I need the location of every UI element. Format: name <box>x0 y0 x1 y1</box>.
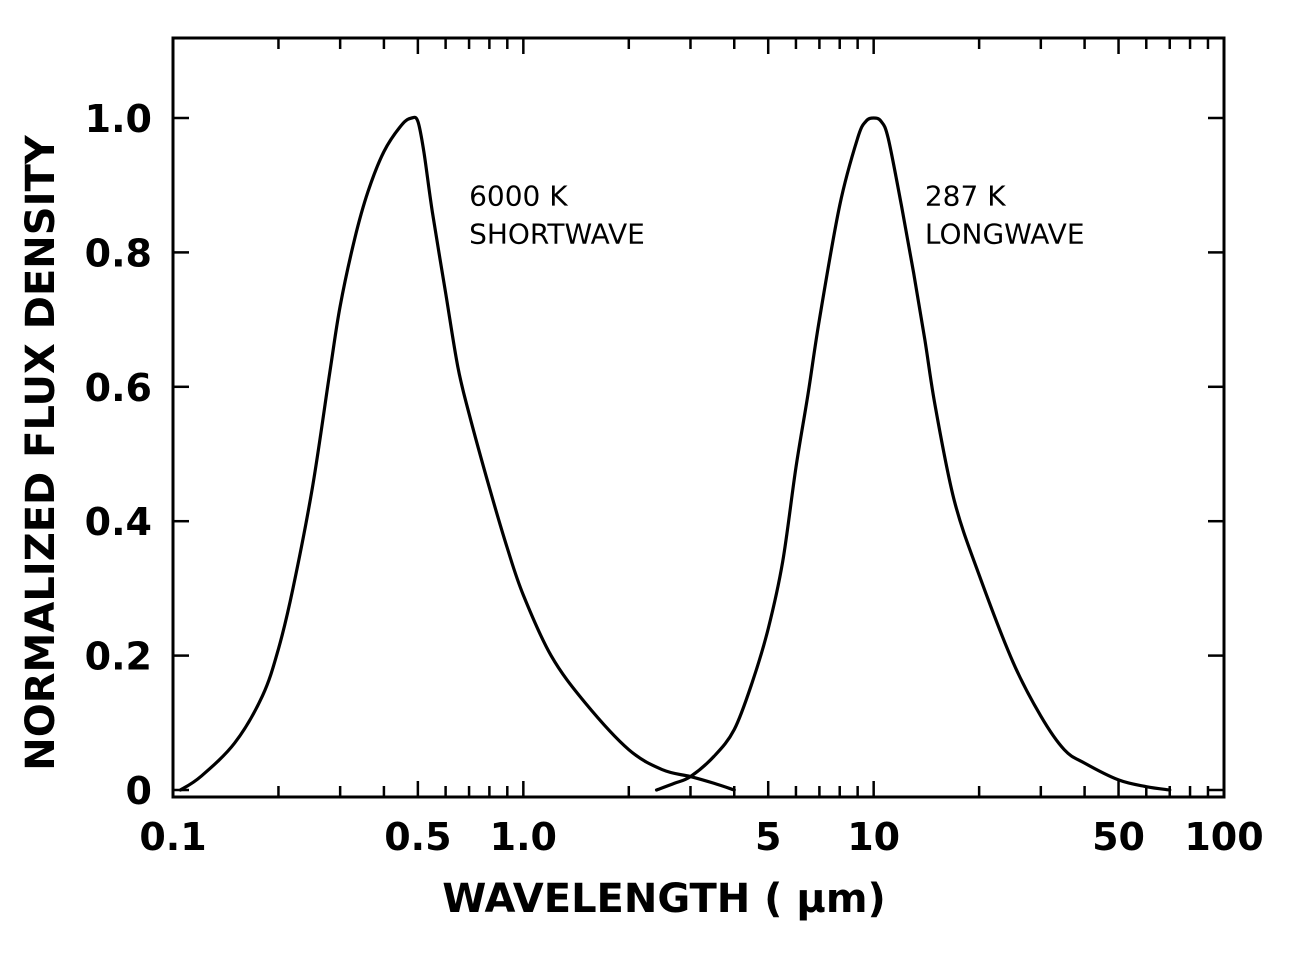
y-tick-label: 0.4 <box>85 500 152 544</box>
x-tick-label: 50 <box>1092 815 1145 859</box>
x-tick-label: 5 <box>755 815 781 859</box>
y-tick-label: 1.0 <box>85 97 152 141</box>
annotation-line: 287 K <box>925 179 1006 212</box>
series-line-shortwave <box>178 115 736 792</box>
curve-annotations: 6000 K SHORTWAVE 287 K LONGWAVE <box>469 179 1084 250</box>
annotation-line: SHORTWAVE <box>469 217 645 250</box>
plot-frame <box>171 36 1226 799</box>
annotation-longwave: 287 K LONGWAVE <box>925 179 1085 250</box>
y-tick-label: 0.2 <box>85 635 152 679</box>
annotation-line: LONGWAVE <box>925 217 1085 250</box>
y-axis-title: NORMALIZED FLUX DENSITY <box>18 134 64 770</box>
y-tick-label: 0 <box>126 769 152 813</box>
y-tick-label: 0.8 <box>85 231 152 275</box>
tick-labels: 0.1 0.5 1.0 5 10 50 100 0 0.2 0.4 0.6 0.8 1.0 <box>85 97 1264 859</box>
x-tick-label: 100 <box>1184 815 1263 859</box>
annotation-shortwave: 6000 K SHORTWAVE <box>469 179 645 250</box>
x-tick-label: 0.5 <box>384 815 451 859</box>
annotation-line: 6000 K <box>469 179 568 212</box>
y-tick-label: 0.6 <box>85 366 152 410</box>
x-tick-label: 10 <box>847 815 900 859</box>
series-lines <box>178 115 1172 792</box>
x-tick-label: 1.0 <box>490 815 557 859</box>
x-tick-label: 0.1 <box>139 815 206 859</box>
axis-ticks <box>171 38 1226 797</box>
series-line-longwave <box>654 116 1172 792</box>
x-axis-title: WAVELENGTH ( μm) <box>442 876 886 922</box>
plot-border <box>171 36 1226 799</box>
